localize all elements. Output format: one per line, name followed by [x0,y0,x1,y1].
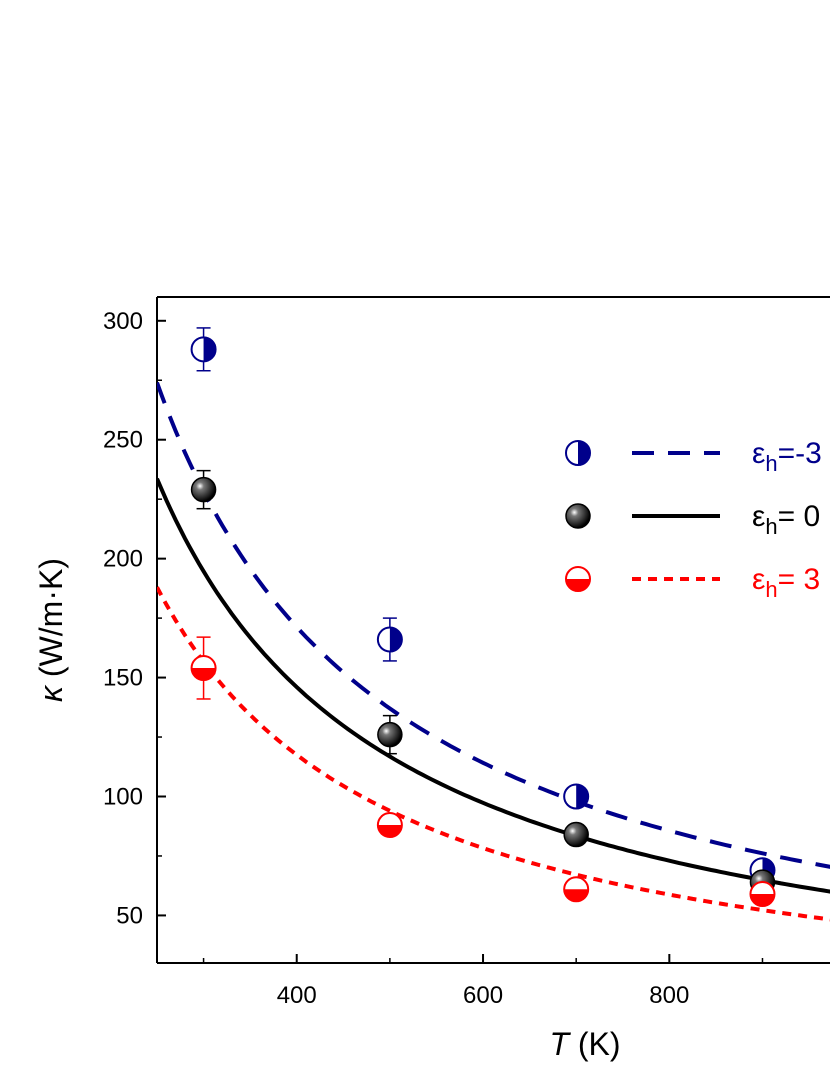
data-point-series-1-0-body [190,476,217,503]
plot-frame [156,296,830,964]
legend-subscript: h [765,514,777,539]
data-point-series-2-1 [376,812,403,839]
y-axis-title: κ (W/m·K) [33,558,69,702]
legend-marker-1-body [565,503,591,529]
legend-marker-1 [565,503,591,529]
fit-lines [157,381,830,922]
data-point-series-1-0 [190,476,217,503]
data-point-series-0-0 [190,336,217,363]
data-point-series-2-1-fill [377,825,402,838]
x-axis-title-unit: (K) [569,1026,621,1062]
legend-symbol: ε [752,437,765,470]
data-point-series-2-0 [190,655,217,682]
legend-label-0: εh=-3 [752,437,822,476]
axes: 50 100 150 200 250 300 400 600 800 [103,308,764,1009]
y-tick-label: 150 [103,665,143,692]
y-tick-label: 200 [103,546,143,573]
data-point-series-2-0-fill [191,668,216,681]
y-axis-title-unit: (W/m·K) [33,558,69,686]
y-tick-label: 250 [103,427,143,454]
data-point-series-0-2-fill [576,784,589,809]
legend-subscript: h [765,451,777,476]
legend-label-2: εh= 3 [752,563,820,602]
data-point-series-1-1 [377,721,403,748]
legend-marker-0 [565,440,591,466]
data-point-series-0-0-fill [203,337,216,362]
x-tick-label: 800 [649,982,689,1009]
data-points [190,327,776,908]
fit-line-series-0 [157,381,830,869]
x-axis-title-symbol: T [549,1026,571,1062]
legend-symbol: ε [752,563,765,596]
y-axis-title-symbol: κ [33,684,69,702]
data-point-series-2-2-fill [564,889,589,902]
y-tick-label: 100 [103,784,143,811]
fit-line-series-2 [157,586,830,922]
data-point-series-1-2 [563,821,589,848]
data-point-series-2-2 [563,876,590,903]
data-point-series-0-1-fill [389,627,402,652]
legend-marker-2 [565,566,591,592]
data-point-series-0-2 [563,783,590,810]
data-point-series-1-2-body [563,821,589,848]
x-tick-label: 600 [463,982,503,1009]
legend-value: = 3 [778,563,821,596]
data-point-series-0-1 [376,626,403,653]
legend-symbol: ε [752,500,765,533]
legend: εh=-3εh= 0εh= 3 [565,437,822,602]
legend-subscript: h [765,577,777,602]
data-point-series-2-3-fill [750,894,775,907]
y-tick-label: 300 [103,308,143,335]
legend-value: =-3 [778,437,822,470]
fit-line-series-1 [157,477,830,894]
x-tick-label: 400 [277,982,317,1009]
data-point-series-1-1-body [377,721,403,748]
legend-label-1: εh= 0 [752,500,820,539]
data-point-series-2-3 [749,881,776,908]
legend-marker-2-fill [566,579,590,591]
legend-marker-0-fill [578,441,590,465]
x-axis-title: T (K) [549,1026,620,1062]
y-tick-label: 50 [116,902,143,929]
legend-value: = 0 [778,500,821,533]
